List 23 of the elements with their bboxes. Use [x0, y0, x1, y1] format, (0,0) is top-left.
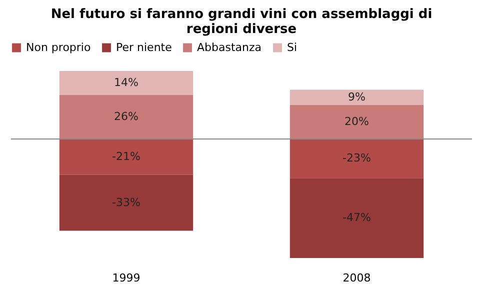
- legend-label: Per niente: [116, 40, 172, 54]
- bar: [59, 71, 194, 95]
- data-label: 20%: [344, 115, 369, 128]
- bar: [290, 105, 424, 139]
- data-label: 9%: [348, 90, 366, 104]
- bar: [290, 139, 424, 178]
- data-label: 26%: [114, 110, 138, 123]
- legend-label: Si: [287, 40, 298, 54]
- bar: [59, 94, 194, 139]
- legend-label: Abbastanza: [197, 40, 262, 54]
- chart-title: Nel futuro si faranno grandi vini con assemblaggi di regioni diverse: [50, 7, 432, 37]
- data-label: -47%: [342, 211, 371, 224]
- x-tick-label: 2008: [342, 272, 371, 284]
- bar: [59, 174, 194, 231]
- data-label: -21%: [112, 150, 140, 163]
- legend-label: Non proprio: [26, 40, 91, 54]
- data-label: -23%: [342, 152, 371, 165]
- bar: [290, 178, 424, 258]
- data-label: -33%: [112, 196, 140, 209]
- data-label: 14%: [114, 76, 138, 89]
- bar: [59, 139, 194, 175]
- x-tick-label: 1999: [112, 272, 140, 284]
- bar: [290, 90, 424, 105]
